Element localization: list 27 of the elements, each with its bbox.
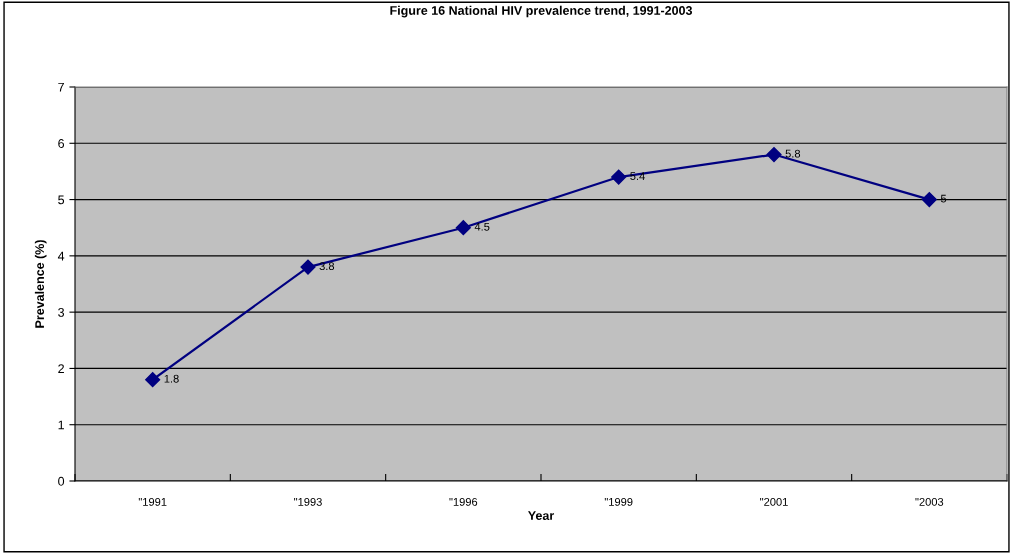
chart-title: Figure 16 National HIV prevalence trend, 1991-2003 — [390, 5, 693, 18]
y-axis-title: Prevalence (%) — [34, 240, 47, 328]
x-tick-label: "1999 — [604, 497, 633, 506]
point — [921, 192, 937, 208]
x-tick-label: "1996 — [449, 497, 478, 506]
x-tick-label: "1991 — [138, 497, 167, 506]
y-tick-label: 0 — [58, 476, 65, 486]
point — [300, 259, 316, 275]
data-label: 5.8 — [785, 149, 801, 158]
x-tick-label: "2003 — [915, 497, 944, 506]
y-tick-label: 5 — [58, 195, 65, 205]
y-tick-label: 4 — [57, 251, 65, 261]
point — [455, 220, 471, 236]
data-label: 1.8 — [164, 374, 179, 383]
y-tick-label: 1 — [58, 420, 64, 430]
point — [145, 372, 161, 388]
y-tick-label: 3 — [58, 307, 65, 317]
x-tick-label: "1993 — [294, 497, 322, 506]
point — [611, 169, 627, 185]
data-label: 4.5 — [474, 222, 490, 231]
y-tick-label: 7 — [58, 82, 64, 92]
x-axis-title: Year — [528, 511, 555, 520]
x-tick-label: "2001 — [760, 497, 788, 506]
data-label: 3.8 — [319, 262, 335, 271]
y-tick-label: 6 — [58, 139, 65, 148]
point — [766, 146, 782, 163]
y-tick-label: 2 — [58, 364, 64, 373]
